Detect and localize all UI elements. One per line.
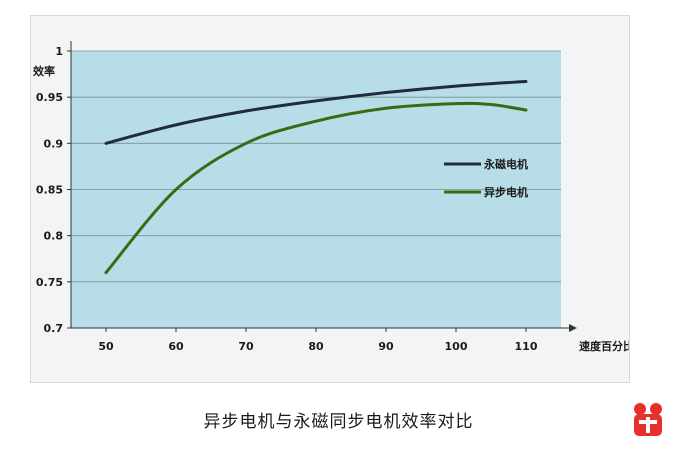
chart-caption: 异步电机与永磁同步电机效率对比 bbox=[203, 412, 474, 432]
x-tick-label: 100 bbox=[445, 340, 468, 353]
x-tick-label: 80 bbox=[308, 340, 324, 353]
y-tick-label: 0.7 bbox=[44, 322, 64, 335]
grid-lines bbox=[71, 50, 561, 283]
y-tick-label: 0.9 bbox=[44, 137, 64, 150]
line-chart: 0.7 0.75 0.8 0.85 0.9 0.95 1 50 60 70 80 90 100 110 效率… bbox=[33, 41, 629, 353]
chart-figure: 0.7 0.75 0.8 0.85 0.9 0.95 1 50 60 70 80 90 100 110 效率… bbox=[30, 15, 630, 383]
legend-label: 永磁电机 bbox=[483, 157, 528, 171]
y-tick-label: 1 bbox=[55, 45, 63, 58]
x-axis-title: 速度百分比 bbox=[579, 339, 629, 353]
legend-label: 异步电机 bbox=[484, 185, 528, 199]
series-line-2 bbox=[104, 101, 528, 275]
y-tick-label: 0.75 bbox=[36, 276, 63, 289]
y-axis-title: 效率 bbox=[33, 64, 55, 78]
brand-logo-icon bbox=[634, 403, 662, 436]
x-tick-label: 50 bbox=[98, 340, 114, 353]
y-tick-label: 0.8 bbox=[44, 230, 64, 243]
axes: 0.7 0.75 0.8 0.85 0.9 0.95 1 50 60 70 80 90 100 110 效率… bbox=[33, 41, 629, 353]
x-axis-arrow bbox=[569, 324, 577, 332]
x-tick-label: 60 bbox=[168, 340, 184, 353]
x-tick-label: 90 bbox=[378, 340, 394, 353]
y-tick-label: 0.85 bbox=[36, 184, 63, 197]
x-tick-label: 110 bbox=[515, 340, 538, 353]
x-tick-label: 70 bbox=[238, 340, 254, 353]
series-lines bbox=[104, 79, 528, 275]
series-line-1 bbox=[104, 79, 528, 145]
y-tick-label: 0.95 bbox=[36, 91, 63, 104]
